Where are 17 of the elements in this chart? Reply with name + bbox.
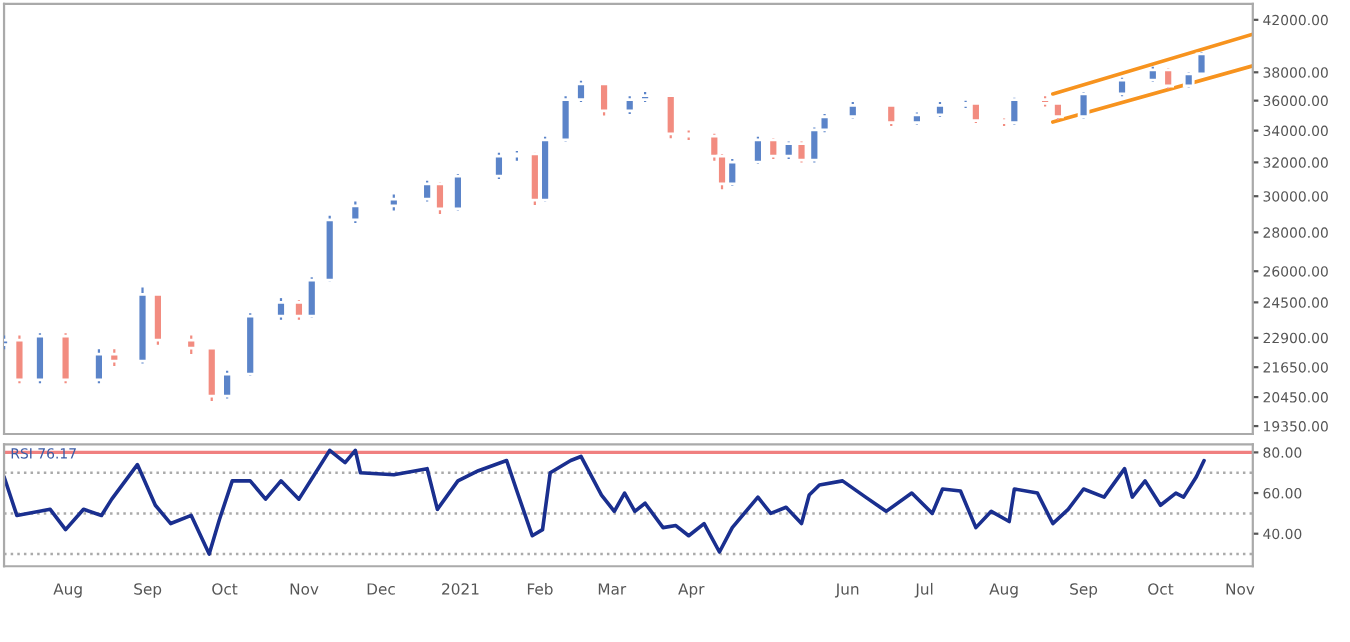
candlestick [885, 103, 898, 128]
candlestick [349, 200, 362, 225]
candlestick [275, 297, 287, 321]
candlestick [664, 93, 677, 140]
candlestick [34, 332, 46, 385]
candlestick [452, 172, 464, 212]
candlestick [59, 332, 72, 385]
line-series [4, 448, 1206, 556]
candlestick [575, 79, 587, 104]
candlestick [493, 151, 505, 181]
candlestick [185, 334, 198, 356]
candlestick [598, 82, 610, 117]
candlestick [1077, 90, 1090, 120]
candlestick [559, 95, 572, 143]
candlestick [152, 292, 164, 346]
candlestick [13, 334, 26, 385]
candlestick [1116, 76, 1128, 98]
